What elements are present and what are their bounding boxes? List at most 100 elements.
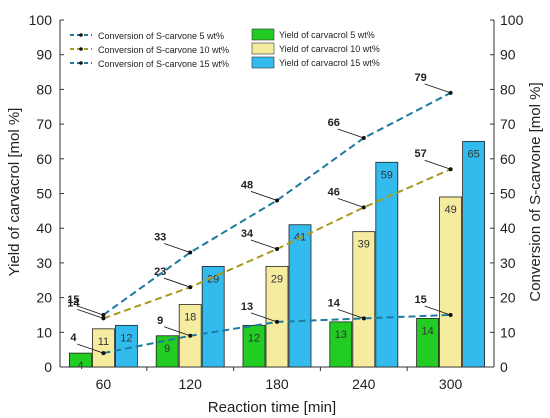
legend: Conversion of S-carvone 5 wt% Conversion … [70, 28, 380, 69]
bar-value-label: 49 [444, 204, 456, 216]
bar-value-label: 12 [248, 332, 260, 344]
bar-value-label: 39 [358, 239, 370, 251]
bar [462, 141, 486, 368]
y-tick-label-left: 60 [36, 151, 52, 167]
bar-value-label: 29 [207, 273, 219, 285]
bar [92, 328, 115, 368]
legend-bar-swatch [251, 56, 275, 69]
point-label-leader [250, 191, 278, 201]
y-tick-label-right: 20 [500, 290, 516, 306]
conversion-value-label: 15 [414, 294, 426, 306]
point-label-leader [337, 198, 364, 208]
point-label-leader [164, 243, 191, 253]
legend-label: Yield of carvacrol 5 wt% [279, 30, 375, 40]
y-tick-label-right: 90 [500, 47, 516, 63]
point-label-leader [337, 128, 364, 139]
point-label-leader [250, 312, 278, 323]
point-label-leader [424, 305, 451, 316]
x-ticks: 60 120 180 240 300 [96, 367, 463, 392]
y-tick-label-right: 60 [500, 151, 516, 167]
y-tick-label-right: 100 [500, 12, 524, 28]
x-axis-label: Reaction time [min] [208, 399, 336, 416]
bar [352, 231, 376, 368]
bar-value-label: 14 [421, 325, 433, 337]
y-tick-label-right: 50 [500, 186, 516, 202]
conversion-value-label: 46 [328, 186, 340, 198]
y-tick-label-left: 0 [44, 359, 52, 375]
conversion-value-label: 79 [414, 72, 426, 84]
conversion-value-label: 14 [67, 297, 80, 309]
bar [375, 161, 399, 368]
legend-label: Conversion of S-carvone 10 wt% [98, 45, 229, 55]
bar [329, 321, 353, 368]
point-label-leader [424, 159, 451, 170]
y-tick-label-right: 40 [500, 220, 516, 236]
point-label-leader [164, 326, 191, 337]
bar-value-label: 18 [184, 312, 196, 324]
y-tick-label-right: 10 [500, 324, 516, 340]
conversion-value-label: 66 [328, 117, 340, 129]
conversion-value-label: 48 [241, 179, 253, 191]
legend-label: Yield of carvacrol 10 wt% [279, 44, 380, 54]
bar-value-label: 29 [271, 273, 283, 285]
bar [439, 196, 463, 368]
x-tick-label: 120 [179, 376, 203, 392]
conversion-value-label: 15 [67, 294, 79, 306]
bar [265, 265, 289, 368]
point-label-leader [337, 309, 364, 319]
conversion-value-label: 14 [328, 297, 341, 309]
y-tick-label-left: 20 [36, 290, 52, 306]
x-tick-label: 240 [352, 376, 376, 392]
y-tick-label-left: 80 [36, 81, 52, 97]
bar [155, 335, 179, 368]
legend-label: Conversion of S-carvone 15 wt% [98, 59, 229, 69]
point-label-leader [77, 305, 104, 316]
x-tick-label: 180 [265, 376, 289, 392]
bar [416, 318, 440, 368]
y-tick-label-left: 70 [36, 116, 52, 132]
conversion-value-label: 34 [241, 228, 254, 240]
bar-value-label: 59 [381, 169, 393, 181]
conversion-line [102, 92, 452, 316]
legend-label: Yield of carvacrol 15 wt% [279, 58, 380, 68]
y-ticks-right: 0 10 20 30 40 50 60 70 80 90 100 [490, 12, 524, 375]
point-label-leader [77, 343, 104, 354]
point-label-leader [164, 277, 191, 288]
y-tick-label-right: 0 [500, 359, 508, 375]
bar [69, 352, 92, 368]
point-label-leader [250, 239, 278, 250]
legend-marker [79, 47, 83, 51]
bar-value-label: 65 [467, 148, 479, 160]
y-tick-label-left: 90 [36, 47, 52, 63]
bar-value-label: 12 [120, 332, 132, 344]
conversion-value-label: 13 [241, 301, 253, 313]
conversion-value-label: 57 [414, 148, 426, 160]
bar [201, 265, 225, 368]
bar-value-label: 11 [98, 336, 109, 348]
bar-value-label: 9 [164, 343, 170, 355]
bar [242, 324, 266, 368]
y-tick-label-left: 40 [36, 220, 52, 236]
conversion-value-label: 4 [70, 332, 77, 344]
y-axis-label-left: Yield of carvacrol [mol %] [6, 108, 23, 277]
y-ticks-left: 0 10 20 30 40 50 60 70 80 90 100 [29, 12, 64, 375]
y-axis-label-right: Conversion of S-carvone [mol %] [527, 82, 544, 301]
legend-marker [79, 33, 83, 37]
conversion-value-label: 23 [154, 266, 166, 278]
legend-marker [79, 61, 83, 65]
bar-value-label: 4 [77, 360, 83, 372]
bar-value-label: 13 [335, 329, 347, 341]
conversion-value-label: 33 [154, 231, 166, 243]
y-tick-label-right: 70 [500, 116, 516, 132]
bar [288, 224, 312, 368]
y-tick-label-right: 30 [500, 255, 516, 271]
legend-bar-swatch [251, 42, 275, 55]
legend-bar-swatch [251, 28, 275, 41]
y-tick-label-left: 10 [36, 324, 52, 340]
y-tick-label-left: 30 [36, 255, 52, 271]
x-tick-label: 300 [439, 376, 463, 392]
y-tick-label-left: 50 [36, 186, 52, 202]
